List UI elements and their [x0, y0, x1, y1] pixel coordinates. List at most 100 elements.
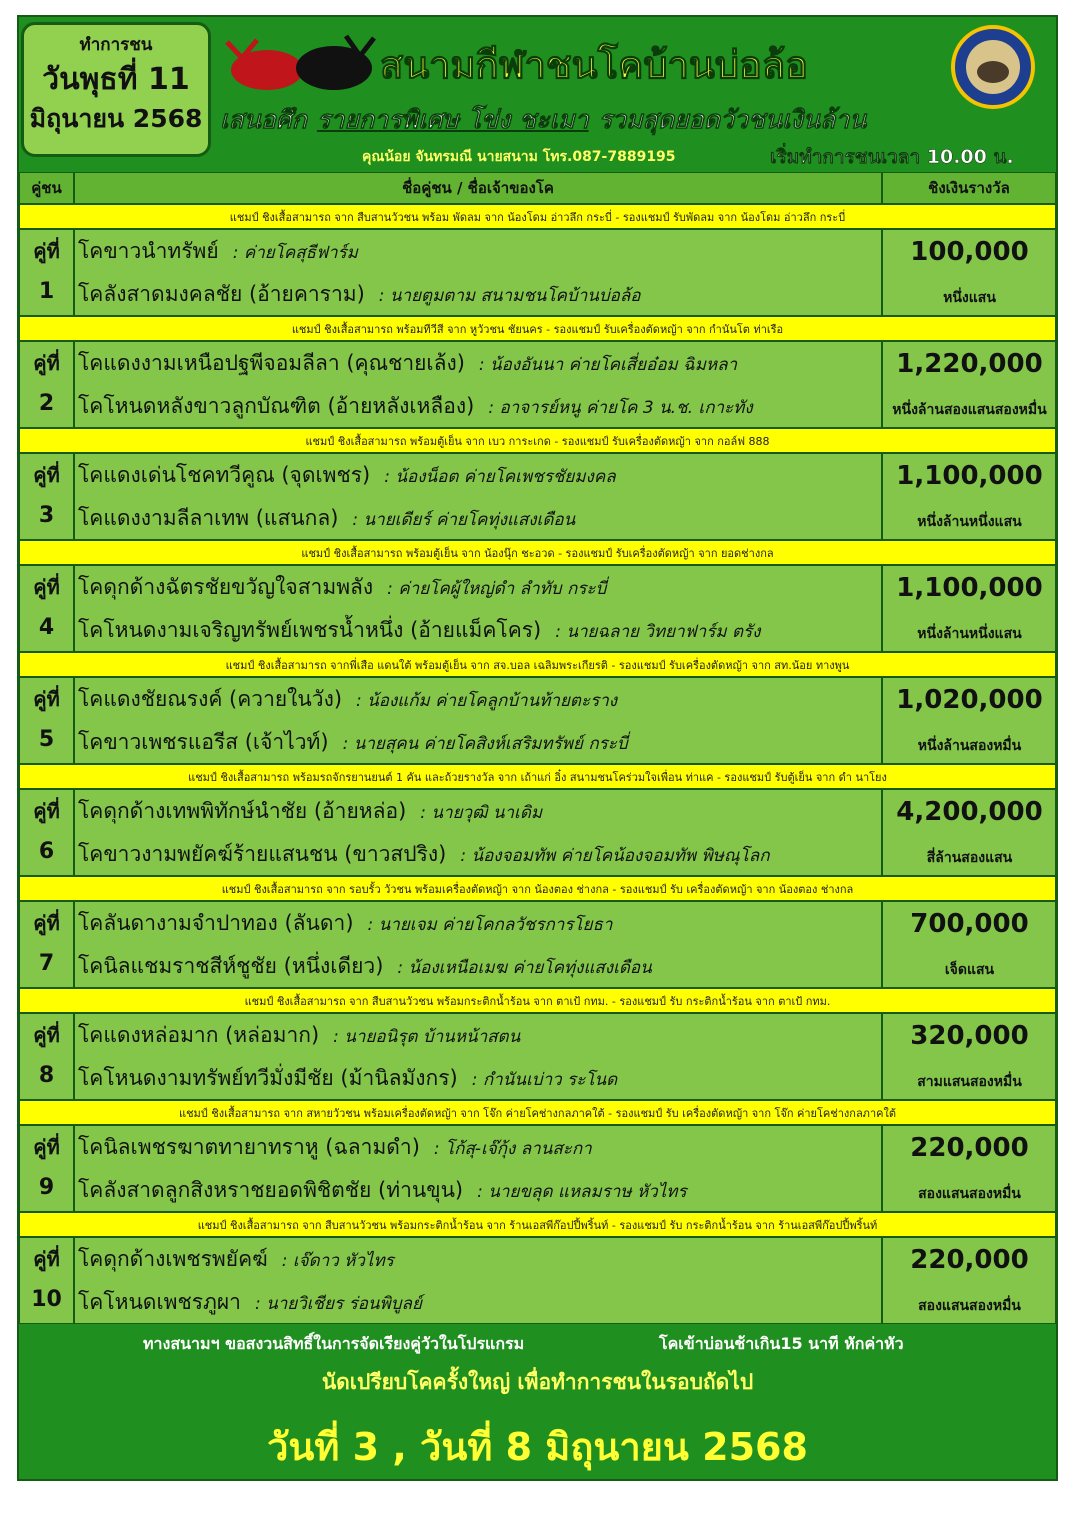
- prize-text: เจ็ดแสน: [944, 962, 995, 978]
- bull-name: โคขาวงามพยัคฆ์ร้ายแสนชน (ขาวสปริง): [78, 842, 447, 866]
- prize-cell: [882, 1237, 1056, 1324]
- owner: : น้องเหนือเมฆ ค่ายโคทุ่งแสงเดือน: [397, 958, 652, 978]
- owner: : นายเดียร์ ค่ายโคทุ่งแสงเดือน: [352, 510, 576, 530]
- pair-label: คู่ที่: [33, 1023, 60, 1047]
- title: สนามกีฬาชนโคบ้านบ่อล้อ: [380, 43, 809, 88]
- names-cell: [74, 901, 882, 988]
- prize-amount: 1,020,000: [896, 685, 1043, 715]
- owner: : นายวิเชียร ร่อนพิบูลย์: [254, 1294, 422, 1314]
- footer-notice: ทางสนามฯ ขอสงวนสิทธิ์ในการจัดเรียงคู่วัว…: [143, 1334, 525, 1353]
- owner: : น้องน็อต ค่ายโคเพชรชัยมงคล: [384, 467, 616, 487]
- names-cell: [74, 1125, 882, 1212]
- prize-cell: [882, 1013, 1056, 1100]
- bull-line: โคขาวนำทรัพย์: ค่ายโคสุธีฟาร์ม: [78, 235, 358, 268]
- bull-line: โคลังสาดมงคลชัย (อ้ายคาราม) : นายตูมตาม ส…: [78, 278, 641, 311]
- pair-label: คู่ที่: [33, 911, 60, 935]
- logo: [951, 25, 1035, 109]
- names-cell: [74, 453, 882, 540]
- note-strip: แชมป์ ชิงเสื้อสามารถ จาก สืบสานวัวชน พร้…: [19, 1212, 1056, 1237]
- bull-name: โคดุกด้างฉัตรชัยขวัญใจสามพลัง: [78, 575, 374, 599]
- pair-cell: [19, 229, 74, 316]
- horns: [225, 38, 259, 60]
- bulls-icon: [225, 34, 376, 90]
- owner: : นายฉลาย วิทยาฟาร์ม ตรัง: [555, 622, 761, 642]
- pair-label: คู่ที่: [33, 463, 60, 487]
- prize-text: หนึ่งล้านสองหมื่น: [917, 738, 1022, 754]
- bull-name: โคโหนดหลังขาวลูกบัณฑิต (อ้ายหลังเหลือง): [78, 394, 475, 418]
- owner: : นายตูมตาม สนามชนโคบ้านบ่อล้อ: [378, 286, 641, 306]
- pair-cell: [19, 453, 74, 540]
- bull-line: โคดุกด้างเพชรพยัคฆ์ : เจ๊ดาว หัวไทร: [78, 1243, 394, 1276]
- column-header: ชื่อคู่ชน / ชื่อเจ้าของโค: [74, 172, 882, 204]
- subtitle-suffix: รวมสุดยอดวัวชนเงินล้าน: [598, 105, 867, 135]
- column-header: คู่ชน: [19, 172, 74, 204]
- prize-cell: [882, 229, 1056, 316]
- bull-line: โคโหนดเพชรภูผา : นายวิเชียร ร่อนพิบูลย์: [78, 1286, 422, 1319]
- bull-name: โคลังสาดมงคลชัย (อ้ายคาราม): [78, 282, 365, 306]
- pair-cell: [19, 677, 74, 764]
- prize-amount: 1,100,000: [896, 573, 1043, 603]
- bull-name: โคแดงชัยณรงค์ (ควายในวัง): [78, 687, 343, 711]
- bull-name: โคลังสาดลูกสิงหราชยอดพิชิตชัย (ท่านขุน): [78, 1178, 464, 1202]
- owner: : น้องแก้ม ค่ายโคลูกบ้านท้ายตะราง: [356, 691, 618, 711]
- names-cell: [74, 1013, 882, 1100]
- note-strip: แชมป์ ชิงเสื้อสามารถ จาก สหายวัวชน พร้อม…: [19, 1100, 1056, 1125]
- bull-name: โคโหนดเพชรภูผา: [78, 1290, 241, 1314]
- names-cell: [74, 341, 882, 428]
- owner: : น้องอันนา ค่ายโคเสี่ยอ๋อม ฉิมหลา: [478, 355, 738, 375]
- bull-name: โคแดงเด่นโชคทวีคูณ (จุดเพชร): [78, 463, 371, 487]
- bull-name: โคลันดางามจำปาทอง (ลันดา): [78, 911, 354, 935]
- logo-bull: [977, 61, 1009, 83]
- footer-rule: โคเข้าบ่อนช้าเกิน15 นาที หักค่าหัว: [659, 1334, 904, 1353]
- bull-name: โคดุกด้างเพชรพยัคฆ์: [78, 1247, 268, 1271]
- bull-line: โคลันดางามจำปาทอง (ลันดา): นายเจม ค่ายโค…: [78, 907, 612, 940]
- pair-cell: [19, 1125, 74, 1212]
- prize-text: สามแสนสองหมื่น: [917, 1074, 1022, 1090]
- date-line: วันพุธที่ 11: [42, 62, 190, 97]
- note-strip: แชมป์ ชิงเสื้อสามารถ พร้อมทีวีสี จาก หูว…: [19, 316, 1056, 341]
- prize-amount: 1,100,000: [896, 461, 1043, 491]
- bull-name: โคแดงงามเหนือปฐพีจอมลีลา (คุณชายเล้ง): [78, 351, 465, 375]
- date-line: ทำการชน: [79, 35, 153, 55]
- prize-text: หนึ่งล้านสองแสนสองหมื่น: [892, 402, 1047, 418]
- owner: : นายวุฒิ นาเดิม: [420, 803, 543, 823]
- horns: [343, 34, 376, 58]
- note-strip: แชมป์ ชิงเสื้อสามารถ จากพี่เสือ แดนใต้ พ…: [19, 652, 1056, 677]
- prize-cell: [882, 341, 1056, 428]
- names-cell: [74, 789, 882, 876]
- column-header: ชิงเงินรางวัล: [882, 172, 1056, 204]
- pair-number: 9: [38, 1175, 55, 1200]
- prize-text: หนึ่งล้านหนึ่งแสน: [917, 514, 1022, 530]
- bull-name: โคดุกด้างเทพพิทักษ์นำชัย (อ้ายหล่อ): [78, 799, 407, 823]
- bull-name: โคขาวนำทรัพย์: [78, 239, 219, 263]
- pair-cell: [19, 341, 74, 428]
- owner: : เจ๊ดาว หัวไทร: [281, 1251, 394, 1271]
- prize-amount: 700,000: [910, 909, 1029, 939]
- owner: : อาจารย์หนู ค่ายโค 3 น.ช. เกาะทัง: [488, 398, 753, 418]
- note-strip: แชมป์ ชิงเสื้อสามารถ พร้อมตู้เย็น จาก น้…: [19, 540, 1056, 565]
- pair-cell: [19, 901, 74, 988]
- contact: คุณน้อย จันทรมณี นายสนาม โทร.087-7889195: [362, 149, 676, 165]
- pair-label: คู่ที่: [33, 351, 60, 375]
- bull-line: โคแดงงามเหนือปฐพีจอมลีลา (คุณชายเล้ง) : น…: [78, 347, 737, 380]
- prize-amount: 320,000: [910, 1021, 1029, 1051]
- owner: : ค่ายโคผู้ใหญ่ดำ ลำทับ กระบี่: [387, 579, 607, 599]
- bull-line: โคโหนดงามเจริญทรัพย์เพชรน้ำหนึ่ง (อ้ายแม…: [78, 614, 760, 647]
- note-strip: แชมป์ ชิงเสื้อสามารถ จาก สืบสานวัวชน พร้…: [19, 204, 1056, 229]
- prize-cell: [882, 453, 1056, 540]
- pair-cell: [19, 1237, 74, 1324]
- owner: : นายขลุด แหลมราษ หัวไทร: [477, 1182, 687, 1202]
- pair-number: 7: [38, 951, 55, 976]
- note-strip: แชมป์ ชิงเสื้อสามารถ จาก รอบรั้ว วัวชน พ…: [19, 876, 1056, 901]
- pair-cell: [19, 565, 74, 652]
- pair-label: คู่ที่: [33, 575, 60, 599]
- pair-label: คู่ที่: [33, 799, 60, 823]
- pair-label: คู่ที่: [33, 687, 60, 711]
- pair-cell: [19, 1013, 74, 1100]
- prize-text: สี่ล้านสองแสน: [926, 850, 1013, 866]
- bull-name: โคโหนดงามเจริญทรัพย์เพชรน้ำหนึ่ง (อ้ายแม…: [78, 618, 542, 642]
- owner: : นายสุคน ค่ายโคสิงห์เสริมทรัพย์ กระบี่: [342, 734, 628, 754]
- pair-number: 8: [38, 1063, 55, 1088]
